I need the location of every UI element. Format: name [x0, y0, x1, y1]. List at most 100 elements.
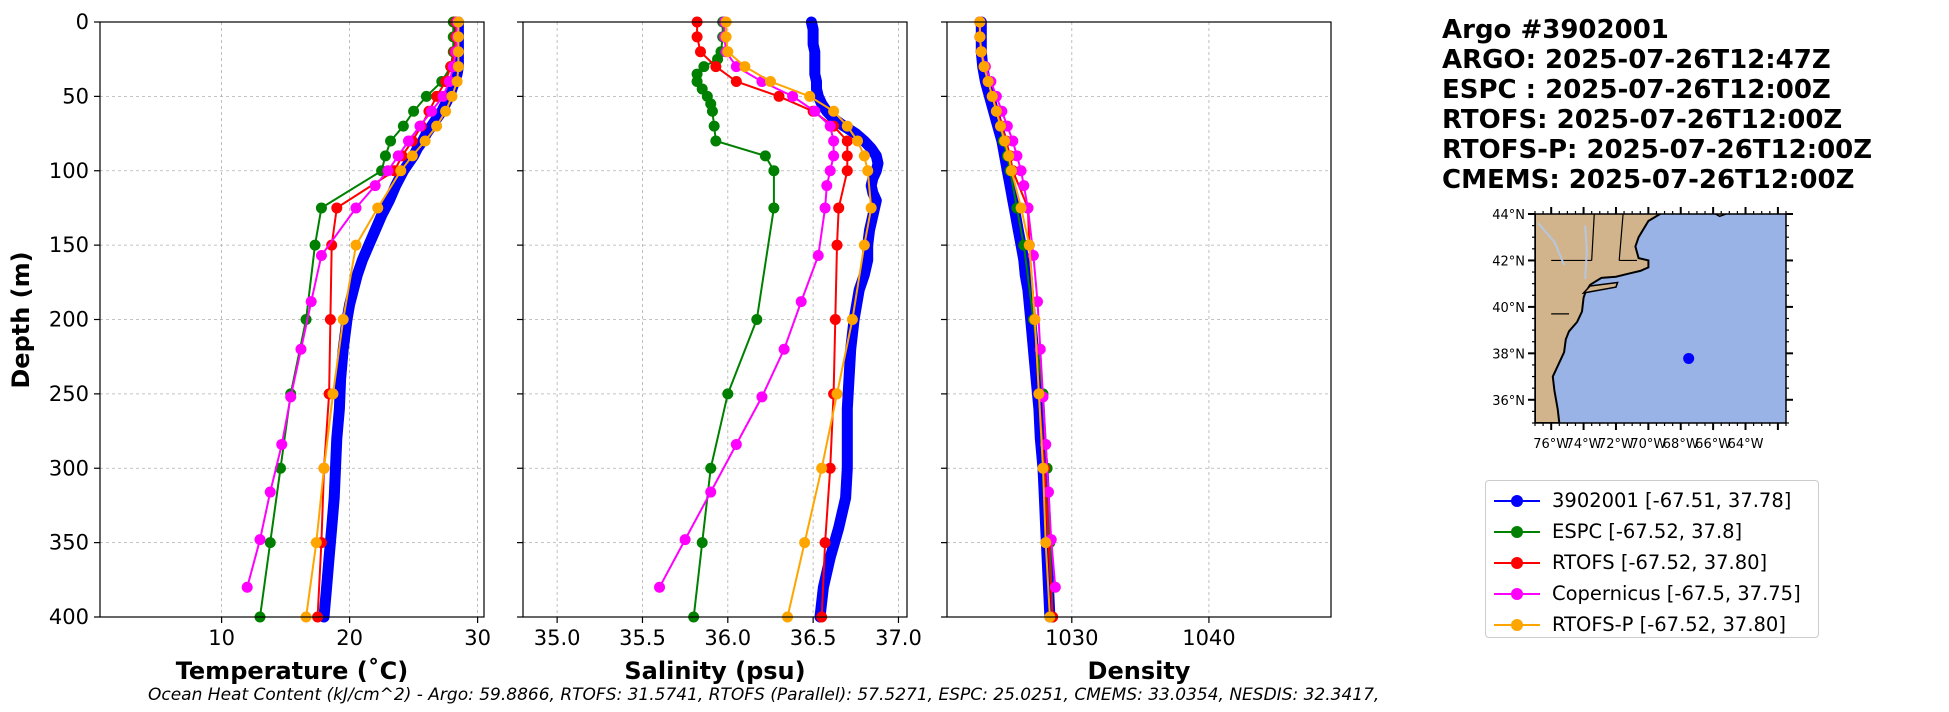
- data-point: [274, 462, 286, 474]
- salinity-panel: 35.0 35.5 36.0 36.5 37.0 Salinity (psu): [517, 16, 922, 685]
- data-point: [982, 76, 994, 87]
- data-point: [443, 76, 455, 87]
- data-point: [846, 314, 858, 325]
- data-point: [1042, 486, 1054, 498]
- river: [1584, 225, 1588, 280]
- data-point: [691, 31, 703, 43]
- data-point: [1037, 462, 1049, 474]
- data-point: [1015, 202, 1027, 214]
- data-point: [999, 135, 1011, 147]
- salinity-axis-label: Salinity (psu): [624, 657, 805, 685]
- data-point: [420, 90, 432, 102]
- data-point: [862, 165, 874, 177]
- island-area: [1581, 281, 1619, 295]
- data-point: [369, 180, 381, 192]
- x-tick-label: 1030: [1045, 626, 1098, 650]
- data-point: [397, 120, 409, 132]
- espc-time: ESPC : 2025-07-26T12:00Z: [1442, 75, 1831, 105]
- data-point: [350, 202, 362, 214]
- data-point: [986, 90, 998, 102]
- map-lat-label: 40°N: [1492, 301, 1525, 316]
- map-lon-label: 70°W: [1630, 437, 1666, 452]
- data-point: [828, 135, 840, 147]
- data-point: [756, 391, 768, 403]
- data-point: [824, 165, 836, 177]
- data-point: [382, 165, 394, 177]
- data-point: [419, 135, 431, 147]
- map-lat-label: 44°N: [1492, 208, 1525, 223]
- data-point: [679, 534, 691, 546]
- legend-label: 3902001 [-67.51, 37.78]: [1552, 489, 1792, 512]
- data-point: [768, 165, 780, 177]
- legend-swatch-rtofsp: [1492, 615, 1542, 635]
- state-border: [1618, 214, 1624, 261]
- data-point: [305, 296, 317, 308]
- data-point: [451, 76, 463, 87]
- data-point: [841, 135, 853, 147]
- data-point: [309, 239, 321, 251]
- data-point: [276, 438, 288, 450]
- data-point: [402, 135, 414, 147]
- legend-item-espc: ESPC [-67.52, 37.8]: [1486, 516, 1818, 547]
- y-tick-label: 300: [49, 456, 89, 480]
- data-point: [759, 150, 771, 162]
- data-point: [974, 31, 986, 43]
- data-point: [315, 202, 327, 214]
- data-point: [739, 61, 751, 73]
- data-point: [819, 202, 831, 214]
- data-point: [990, 105, 1002, 117]
- data-point: [1003, 150, 1015, 162]
- data-point: [829, 314, 841, 325]
- y-tick-label: 200: [49, 308, 89, 332]
- data-point: [285, 391, 297, 403]
- data-point: [819, 537, 831, 549]
- map-lat-label: 36°N: [1492, 394, 1525, 409]
- data-point: [828, 150, 840, 162]
- state-border: [1591, 214, 1595, 261]
- data-point: [710, 61, 722, 73]
- map-lon-label: 76°W: [1533, 437, 1569, 452]
- data-point: [406, 150, 418, 162]
- argo-time: ARGO: 2025-07-26T12:47Z: [1442, 45, 1831, 75]
- data-point: [326, 239, 338, 251]
- data-point: [437, 90, 449, 102]
- data-point: [295, 343, 307, 355]
- legend-item-rtofs: RTOFS [-67.52, 37.80]: [1486, 547, 1818, 578]
- data-point: [773, 90, 785, 102]
- data-point: [865, 202, 877, 214]
- rtofsp-time: RTOFS-P: 2025-07-26T12:00Z: [1442, 135, 1873, 165]
- data-point: [1040, 537, 1052, 549]
- y-tick-label: 400: [49, 605, 89, 629]
- data-point: [264, 537, 276, 549]
- data-point: [978, 61, 990, 73]
- y-tick-label: 350: [49, 531, 89, 555]
- river: [1537, 222, 1566, 266]
- data-point: [264, 486, 276, 498]
- data-point: [730, 438, 742, 450]
- y-tick-label: 0: [76, 10, 89, 34]
- data-point: [824, 462, 836, 474]
- legend-swatch-copernicus: [1492, 584, 1542, 604]
- salinity-series-argo: [805, 16, 884, 623]
- data-point: [696, 537, 708, 549]
- data-point: [705, 462, 717, 474]
- data-point: [241, 581, 253, 593]
- data-point: [1049, 581, 1061, 593]
- map-lon-label: 64°W: [1728, 437, 1764, 452]
- density-series-rtofsp: [974, 16, 1056, 623]
- salinity-series-copernicus: [654, 16, 840, 593]
- location-map: 76°W74°W72°W70°W68°W66°W64°W 44°N 42°N 40°N…: [1492, 207, 1793, 452]
- map-lon-label: 74°W: [1566, 437, 1602, 452]
- data-point: [350, 239, 362, 251]
- data-point: [809, 105, 821, 117]
- temperature-series-rtofsp: [300, 16, 464, 623]
- x-tick-label: 36.5: [790, 626, 837, 650]
- data-point: [751, 314, 763, 325]
- data-point: [452, 61, 464, 73]
- data-point: [254, 534, 266, 546]
- legend: 3902001 [-67.51, 37.78] ESPC [-67.52, 37…: [1485, 480, 1819, 638]
- data-point: [705, 486, 717, 498]
- data-point: [408, 105, 420, 117]
- data-point: [720, 31, 732, 43]
- data-point: [994, 120, 1006, 132]
